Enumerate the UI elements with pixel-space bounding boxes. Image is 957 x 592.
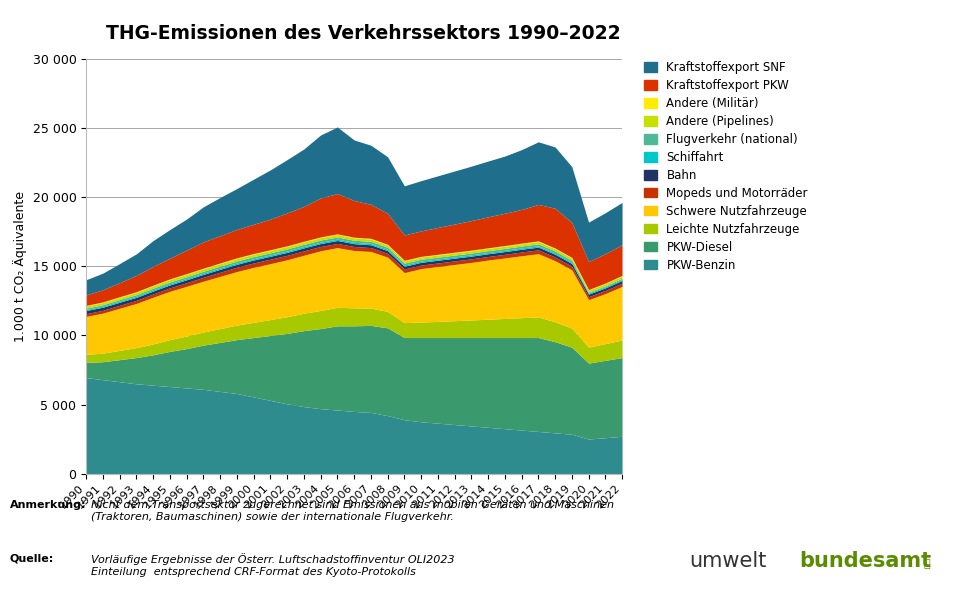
Text: umwelt: umwelt [689,551,767,571]
Text: Ⓞ: Ⓞ [924,559,930,570]
Text: Nicht dem Transportsektor zugerechnet sind Emissionen aus mobilen Geräten und Ma: Nicht dem Transportsektor zugerechnet si… [91,500,613,522]
Legend: Kraftstoffexport SNF, Kraftstoffexport PKW, Andere (Militär), Andere (Pipelines): Kraftstoffexport SNF, Kraftstoffexport P… [644,61,808,272]
Text: bundesamt: bundesamt [799,551,931,571]
Y-axis label: 1.000 t CO₂ Äquivalente: 1.000 t CO₂ Äquivalente [13,191,27,342]
Text: THG-Emissionen des Verkehrssektors 1990–2022: THG-Emissionen des Verkehrssektors 1990–… [106,24,621,43]
Text: Vorläufige Ergebnisse der Österr. Luftschadstoffinventur OLI2023
Einteilung  ent: Vorläufige Ergebnisse der Österr. Luftsc… [91,554,455,577]
Text: Anmerkung:: Anmerkung: [10,500,86,510]
Text: Quelle:: Quelle: [10,554,54,564]
